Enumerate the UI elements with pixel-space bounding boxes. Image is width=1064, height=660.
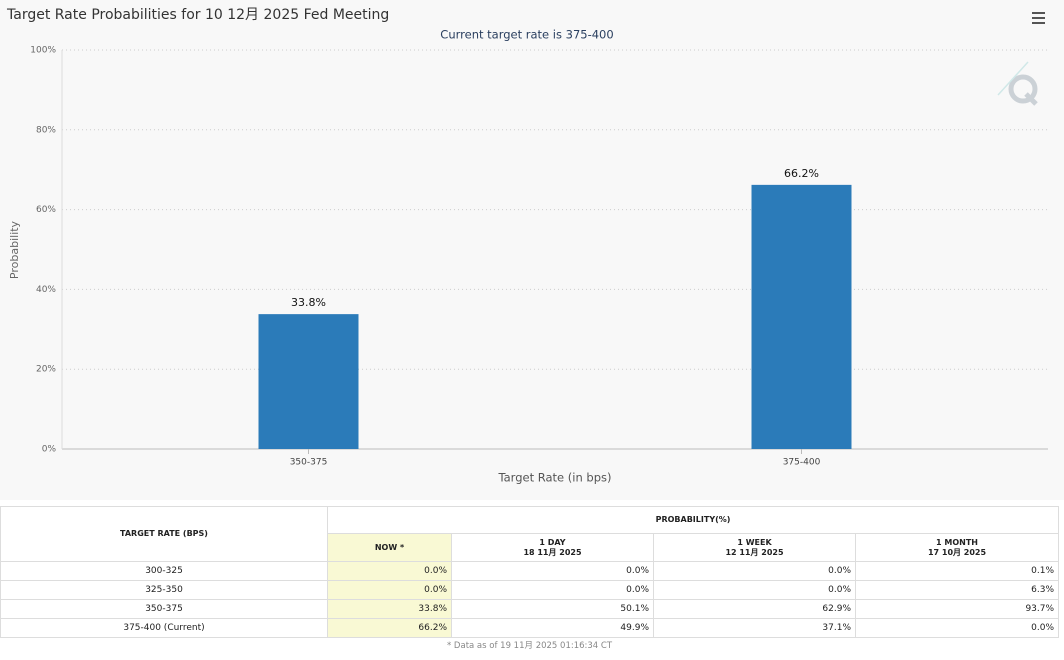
probability-cell: 33.8%: [327, 599, 452, 619]
probability-cell: 49.9%: [451, 618, 654, 638]
header-row: NOW * 1 DAY 18 11月 2025 1 WEEK 12 11月 2025 1 …: [1, 533, 1060, 562]
y-tick-label: 20%: [36, 365, 56, 375]
bar: [751, 184, 852, 449]
table-row: 350-375 33.8% 50.1% 62.9% 93.7%: [0, 599, 1060, 619]
logo-ring: [1008, 74, 1038, 104]
probability-cell: 0.1%: [854, 561, 1060, 581]
menu-bar: [1032, 17, 1045, 19]
column-name: NOW *: [374, 542, 405, 552]
menu-button[interactable]: [1030, 10, 1048, 26]
probability-cell: 93.7%: [854, 599, 1060, 619]
header-cell: 1 WEEK 12 11月 2025: [653, 533, 856, 562]
rate-cell: 375-400 (Current): [0, 618, 328, 638]
y-tick-label: 60%: [36, 205, 56, 215]
rate-cell: 325-350: [0, 580, 328, 600]
x-tick-label: 350-375: [290, 458, 328, 468]
chart-subtitle: Current target rate is 375-400: [440, 28, 613, 42]
x-tick-label: 375-400: [783, 458, 821, 468]
x-axis-label: Target Rate (in bps): [498, 471, 612, 485]
probability-cell: 0.0%: [327, 561, 452, 581]
column-date: 12 11月 2025: [725, 547, 784, 557]
probability-cell: 0.0%: [451, 561, 654, 581]
y-tick-label: 80%: [36, 125, 56, 135]
header-cell: PROBABILITY(%): [326, 506, 1060, 534]
logo-tail: [1024, 92, 1038, 106]
data-label: 66.2%: [784, 167, 819, 180]
probability-cell: 0.0%: [327, 580, 452, 600]
header-cell: 1 DAY 18 11月 2025: [451, 533, 654, 562]
probability-cell: 6.3%: [854, 580, 1060, 600]
column-date: 17 10月 2025: [927, 547, 987, 557]
header-cell: NOW *: [327, 533, 452, 562]
rate-cell: 300-325: [0, 561, 328, 581]
probability-cell: 0.0%: [653, 580, 856, 600]
logo: [997, 61, 1038, 106]
footnote-row: * Data as of 19 11月 2025 01:16:34 CT: [1, 638, 1059, 653]
probability-table: TARGET RATE (BPS) PROBABILITY(%) NOW * 1 DA…: [0, 506, 1060, 653]
y-axis-label: Probability: [8, 220, 21, 279]
table-row: 300-325 0.0% 0.0% 0.0% 0.1%: [0, 561, 1060, 581]
rate-cell: 350-375: [0, 599, 328, 619]
header-cell: TARGET RATE (BPS): [0, 506, 328, 562]
column-name: 1 WEEK: [737, 537, 772, 547]
chart-title: Target Rate Probabilities for 10 12月 202…: [6, 7, 389, 23]
header-row: TARGET RATE (BPS) PROBABILITY(%): [0, 506, 1060, 562]
column-name: 1 DAY: [539, 537, 566, 547]
table-row: 375-400 (Current) 66.2% 49.9% 37.1% 0.0%: [0, 618, 1060, 638]
y-tick-label: 40%: [36, 285, 56, 295]
probability-cell: 66.2%: [327, 618, 452, 638]
probability-cell: 37.1%: [653, 618, 856, 638]
data-label: 33.8%: [291, 296, 326, 309]
table-body: TARGET RATE (BPS) PROBABILITY(%) NOW * 1 DA…: [0, 506, 1060, 653]
table-row: 325-350 0.0% 0.0% 0.0% 6.3%: [0, 580, 1060, 600]
probability-cell: 0.0%: [451, 580, 654, 600]
chart: Target Rate Probabilities for 10 12月 202…: [6, 7, 1048, 485]
probability-cell: 50.1%: [451, 599, 654, 619]
probability-cell: 0.0%: [854, 618, 1060, 638]
probability-cell: 62.9%: [653, 599, 856, 619]
bar: [258, 314, 359, 449]
probability-cell: 0.0%: [653, 561, 856, 581]
menu-bar: [1032, 12, 1045, 14]
y-tick-label: 100%: [30, 46, 56, 56]
footnote: * Data as of 19 11月 2025 01:16:34 CT: [446, 641, 613, 652]
logo-stroke: [997, 61, 1029, 96]
y-tick-label: 0%: [42, 445, 57, 455]
menu-bar: [1032, 22, 1045, 24]
column-date: 18 11月 2025: [523, 547, 582, 557]
column-name: 1 MONTH: [936, 537, 978, 547]
header-cell: 1 MONTH 17 10月 2025: [854, 533, 1060, 562]
